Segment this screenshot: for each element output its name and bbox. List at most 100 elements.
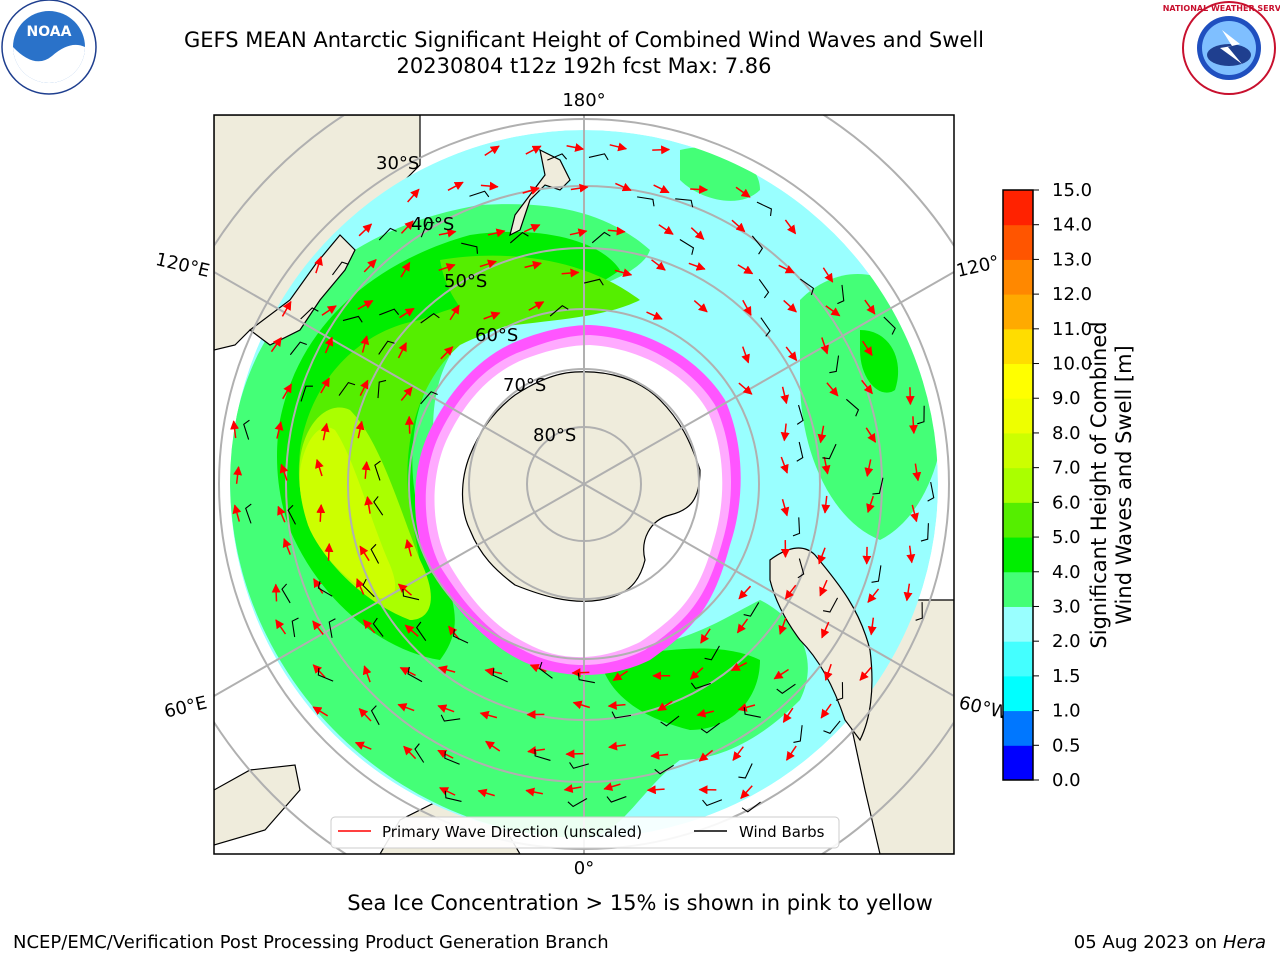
meridians [214,115,954,854]
wave-arrow [449,304,460,321]
wave-arrow [782,707,794,723]
wind-barb [758,278,770,299]
wind-barb [420,313,440,324]
wind-barb [822,443,837,460]
wave-arrow [529,663,547,673]
wave-arrow [359,379,369,397]
colorbar-tick-label: 11.0 [1052,319,1092,340]
wave-arrow [358,708,372,722]
wind-barb [332,261,349,276]
wave-arrow [651,259,666,271]
wind-barb [444,790,462,802]
wave-arrow [740,785,753,800]
wave-arrow [778,264,795,274]
wave-arrow [738,382,753,395]
wave-arrow [736,618,749,634]
colorbar-tick-label: 2.0 [1052,631,1081,652]
wave-arrow [320,422,330,441]
wave-arrow [438,263,456,272]
colorbar-tick-label: 3.0 [1052,596,1081,617]
colorbar-bin [1003,606,1033,642]
wave-arrow [783,299,797,313]
wind-barb [700,722,720,734]
meridian-label-left-lower: 60°E [162,692,209,722]
wave-arrow [906,545,916,564]
wind-barb [611,711,632,719]
wave-arrow [820,337,829,355]
legend-barb-label: Wind Barbs [739,823,825,841]
wave-arrow [652,145,671,155]
wind-barb [567,797,588,808]
wind-barb [569,762,589,769]
wave-arrow [479,710,498,720]
wave-arrow [571,668,590,678]
wave-arrow [608,741,626,751]
colorbar-tick-label: 10.0 [1052,354,1092,375]
wind-barb [300,307,319,320]
wave-arrow [399,307,415,319]
colorbar-tick-label: 4.0 [1052,562,1081,583]
wave-arrow [362,665,372,683]
wave-arrow [785,745,797,761]
wave-arrow [324,542,334,561]
colorbar-tick-label: 13.0 [1052,249,1092,270]
wave-arrow [363,259,377,273]
wave-arrow [778,617,788,635]
colorbar-tick-label: 9.0 [1052,388,1081,409]
wave-arrow [817,547,827,565]
wind-barb [243,419,250,440]
wave-arrow [646,311,663,320]
wind-barb [374,460,381,481]
noaa-logo-text: NOAA [27,24,72,40]
wind-barb [378,340,395,355]
wave-arrow [569,228,588,238]
wind-barb [660,715,680,727]
wind-barb [591,231,611,244]
wave-arrow [817,425,827,444]
wave-arrow [658,224,674,235]
wave-arrow [487,228,506,238]
colorbar-bin [1003,675,1033,712]
noaa-logo: NOAA [1,0,97,95]
colorbar-tick-label: 15.0 [1052,180,1092,201]
nws-logo-text: NATIONAL WEATHER SERVICE [1163,4,1280,13]
wind-barb [738,763,753,779]
wind-barb [837,284,845,305]
wave-arrow [314,256,323,274]
wave-arrow [864,299,876,315]
wave-arrow [282,383,293,400]
wave-arrow [312,706,329,717]
wave-arrow [910,504,919,523]
wave-arrow [738,585,752,600]
wave-arrow [361,461,371,479]
wave-arrow [440,346,454,360]
parallel-label-70s: 70°S [503,375,546,396]
wave-arrow [650,750,669,760]
wave-arrow [696,708,715,718]
wave-arrow [358,223,373,237]
wave-arrow [607,226,626,236]
wave-arrow [282,537,292,555]
wind-barb [534,748,551,761]
colorbar-bin [1003,432,1033,469]
wave-arrow [447,181,464,191]
wave-arrow [859,666,872,681]
wave-arrow [484,145,500,156]
wave-arrow [359,545,370,562]
colorbar-bin [1003,363,1033,399]
wind-barb [793,725,803,743]
wind-barb [915,602,923,621]
wind-barb [756,201,773,217]
wind-barb [760,317,771,337]
map-frame [213,114,955,855]
wave-arrow [527,746,545,755]
wind-barb [509,231,529,244]
wave-arrow [233,466,243,484]
wind-barb [637,196,655,207]
wind-barb [871,565,882,583]
wind-barb [362,578,375,598]
wave-arrow [826,382,839,397]
wave-arrow [819,579,828,597]
colorbar-bin [1003,710,1033,746]
